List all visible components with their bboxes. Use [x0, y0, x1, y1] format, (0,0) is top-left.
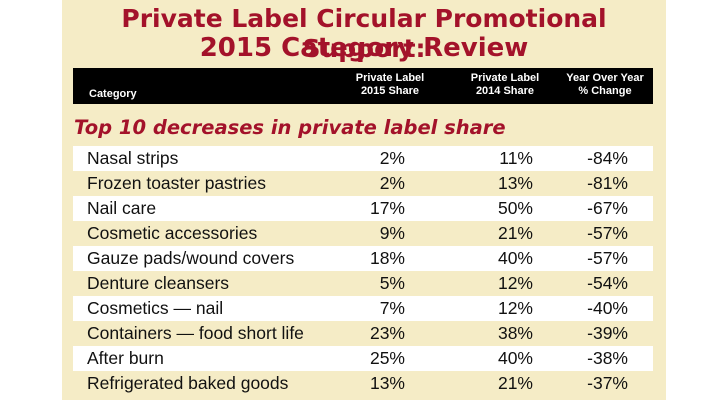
cell-change: -57%	[587, 223, 628, 243]
cell-share-2015: 5%	[379, 273, 405, 293]
cell-category: Denture cleansers	[87, 273, 230, 293]
cell-share-2014: 11%	[499, 148, 533, 168]
cell-share-2014: 50%	[497, 198, 533, 218]
table-body: Nasal strips 2% 11% -84% Frozen toaster …	[73, 146, 653, 396]
cell-change: -57%	[587, 248, 628, 268]
cell-share-2015: 2%	[379, 173, 405, 193]
cell-share-2014: 38%	[497, 323, 533, 343]
cell-category: Containers — food short life	[87, 323, 304, 343]
table-row: Refrigerated baked goods 13% 21% -37%	[73, 371, 653, 396]
cell-share-2014: 21%	[497, 223, 533, 243]
cell-share-2014: 12%	[497, 273, 533, 293]
cell-category: Nasal strips	[87, 148, 179, 168]
header-yoy-change: Year Over Year % Change	[550, 72, 660, 98]
header-yoy-change-line1: Year Over Year	[566, 72, 644, 84]
header-2015-share-line2: 2015 Share	[360, 85, 420, 97]
cell-share-2015: 17%	[369, 198, 405, 218]
cell-share-2014: 40%	[497, 248, 533, 268]
cell-share-2015: 25%	[369, 348, 405, 368]
cell-category: Cosmetic accessories	[87, 223, 258, 243]
chart-panel: Private Label Circular Promotional Suppo…	[62, 0, 666, 400]
header-yoy-change-line2: % Change	[578, 85, 632, 97]
table-row: Containers — food short life 23% 38% -39…	[73, 321, 653, 346]
cell-share-2014: 21%	[497, 373, 533, 393]
cell-share-2015: 7%	[379, 298, 405, 318]
cell-share-2015: 2%	[379, 148, 405, 168]
cell-category: Nail care	[87, 198, 157, 218]
cell-share-2015: 13%	[369, 373, 405, 393]
cell-share-2015: 23%	[369, 323, 405, 343]
cell-share-2015: 9%	[379, 223, 405, 243]
table-row: Frozen toaster pastries 2% 13% -81%	[73, 171, 653, 196]
cell-share-2014: 12%	[497, 298, 533, 318]
cell-category: Refrigerated baked goods	[87, 373, 289, 393]
header-category: Category	[89, 88, 137, 100]
cell-share-2014: 40%	[497, 348, 533, 368]
cell-change: -37%	[587, 373, 628, 393]
header-2014-share-line1: Private Label	[470, 72, 540, 84]
table-row: Cosmetics — nail 7% 12% -40%	[73, 296, 653, 321]
cell-change: -84%	[587, 148, 628, 168]
cell-category: Gauze pads/wound covers	[87, 248, 295, 268]
table-row: Nail care 17% 50% -67%	[73, 196, 653, 221]
section-heading: Top 10 decreases in private label share	[74, 116, 506, 139]
cell-category: Cosmetics — nail	[87, 298, 224, 318]
chart-title-line2: 2015 Category Review	[199, 33, 529, 63]
cell-change: -54%	[587, 273, 628, 293]
header-2014-share: Private Label 2014 Share	[450, 72, 560, 98]
cell-change: -38%	[587, 348, 628, 368]
table-row: Cosmetic accessories 9% 21% -57%	[73, 221, 653, 246]
cell-change: -40%	[587, 298, 628, 318]
cell-category: Frozen toaster pastries	[87, 173, 266, 193]
table-row: Denture cleansers 5% 12% -54%	[73, 271, 653, 296]
table-row: Gauze pads/wound covers 18% 40% -57%	[73, 246, 653, 271]
table-row: Nasal strips 2% 11% -84%	[73, 146, 653, 171]
header-2015-share-line1: Private Label	[355, 72, 425, 84]
cell-change: -39%	[587, 323, 628, 343]
table-row: After burn 25% 40% -38%	[73, 346, 653, 371]
table-header: Category Private Label 2015 Share Privat…	[73, 68, 653, 104]
cell-share-2015: 18%	[369, 248, 405, 268]
cell-change: -67%	[587, 198, 628, 218]
header-2015-share: Private Label 2015 Share	[335, 72, 445, 98]
chart-title-line1: Private Label Circular Promotional Suppo…	[121, 4, 607, 63]
cell-share-2014: 13%	[497, 173, 533, 193]
cell-change: -81%	[587, 173, 628, 193]
cell-category: After burn	[87, 348, 164, 368]
header-2014-share-line2: 2014 Share	[475, 85, 535, 97]
